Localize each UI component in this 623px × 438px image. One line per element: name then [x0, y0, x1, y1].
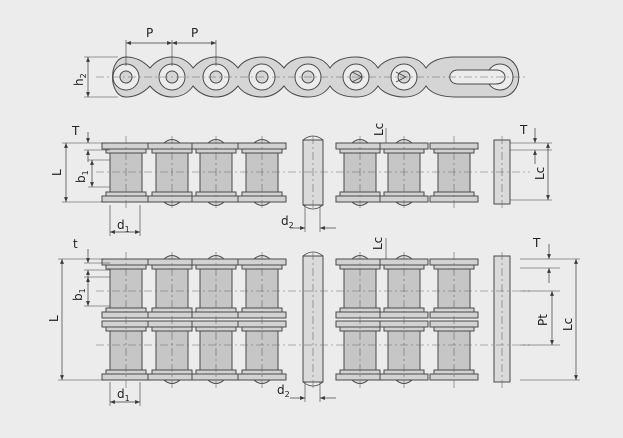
duplex-chain-top-view [96, 251, 530, 388]
duplex-Lc-label-top: Lc [371, 237, 385, 250]
simplex-d2-label: d2 [281, 214, 294, 230]
simplex-L-label: L [50, 169, 64, 176]
duplex-Pt-label: Pt [536, 314, 550, 326]
simplex-b1-label: b1 [74, 170, 90, 183]
duplex-d2-label: d2 [277, 383, 290, 399]
duplex-L-label: L [47, 315, 61, 322]
simplex-T-right-label: T [519, 123, 528, 137]
simplex-chain-top-view [96, 135, 530, 210]
h2-label: h2 [72, 73, 88, 86]
simplex-Lc-label-top: Lc [372, 123, 386, 136]
simplex-dimensions: L b1 T d1 d2 Lc Lc T [50, 123, 552, 236]
connecting-link-slot [449, 69, 506, 85]
simplex-Lc-label-right: Lc [533, 167, 547, 180]
duplex-dimensions: L b1 t d1 d2 Lc Lc T Pt [47, 236, 580, 406]
pitch-label-right: P [191, 26, 198, 40]
pitch-label-left: P [146, 26, 153, 40]
duplex-t-label: t [73, 237, 78, 251]
side-view: P P h2 [72, 26, 528, 98]
duplex-T-right-label: T [532, 236, 541, 250]
simplex-T-label: T [71, 124, 80, 138]
simplex-connecting-pin-cap-bottom [302, 204, 324, 210]
duplex-b1-label: b1 [71, 288, 87, 301]
cotter-pin-left [351, 71, 363, 83]
simplex-d1-label: d1 [117, 218, 130, 234]
duplex-Lc-label-right: Lc [561, 318, 575, 331]
duplex-d1-label: d1 [117, 387, 130, 403]
